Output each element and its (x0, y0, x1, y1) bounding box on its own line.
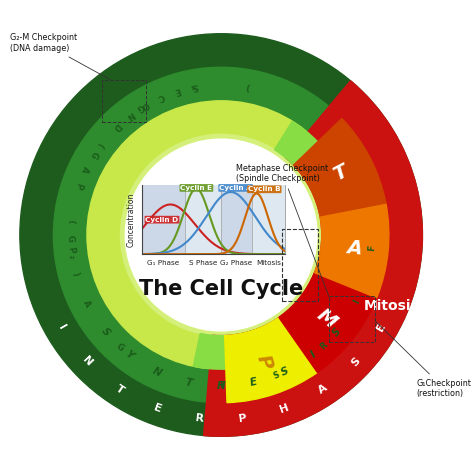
Circle shape (87, 101, 356, 369)
Text: F: F (367, 245, 376, 251)
Text: E: E (173, 86, 182, 95)
Wedge shape (293, 118, 386, 216)
Text: R: R (195, 413, 205, 424)
Text: G: G (66, 235, 75, 243)
Text: P: P (253, 352, 275, 372)
Text: G₁Checkpoint
(restriction): G₁Checkpoint (restriction) (375, 321, 472, 398)
FancyBboxPatch shape (142, 185, 285, 254)
Text: T: T (219, 382, 225, 391)
Text: P: P (238, 413, 247, 423)
Text: H: H (278, 402, 290, 415)
Wedge shape (279, 273, 377, 372)
Text: T: T (330, 162, 350, 185)
Circle shape (125, 139, 317, 331)
Circle shape (54, 67, 389, 403)
Text: R: R (318, 340, 329, 352)
Text: Cyclin D: Cyclin D (146, 217, 179, 223)
Text: Mitosis: Mitosis (364, 298, 419, 313)
Text: Metaphase Checkpoint
(Spindle Checkpoint): Metaphase Checkpoint (Spindle Checkpoint… (237, 164, 329, 297)
Bar (252, 185, 285, 254)
Wedge shape (274, 121, 318, 165)
Text: T: T (184, 377, 193, 388)
Text: A: A (316, 383, 329, 396)
Text: ): ) (245, 82, 250, 91)
Text: I: I (56, 323, 67, 331)
Text: Mitosis: Mitosis (256, 259, 282, 266)
Text: S: S (272, 370, 281, 381)
Text: P: P (66, 247, 76, 254)
Bar (185, 185, 221, 254)
Text: G: G (115, 342, 126, 353)
Text: ₁: ₁ (189, 82, 195, 92)
Text: G₁ Phase: G₁ Phase (147, 259, 179, 266)
Text: The Cell Cycle: The Cell Cycle (139, 279, 303, 298)
Wedge shape (204, 81, 422, 436)
Text: I: I (309, 350, 318, 360)
Text: G₂ Phase: G₂ Phase (220, 259, 253, 266)
Text: A: A (81, 298, 92, 308)
Text: S: S (349, 355, 362, 368)
Text: Cyclin A: Cyclin A (219, 185, 252, 191)
Text: Cyclin B: Cyclin B (248, 186, 281, 192)
Text: E: E (249, 377, 258, 388)
Text: S: S (280, 366, 291, 378)
Text: ₂: ₂ (67, 254, 76, 259)
Text: N: N (151, 366, 164, 378)
Text: P: P (73, 182, 83, 190)
Text: (: ( (66, 219, 75, 223)
Wedge shape (314, 203, 389, 298)
Text: G: G (135, 102, 146, 113)
Text: G: G (88, 149, 100, 159)
Text: D: D (111, 121, 122, 132)
Text: N: N (80, 355, 94, 368)
Bar (221, 185, 252, 254)
Text: S: S (330, 326, 343, 338)
Text: Cyclin E: Cyclin E (181, 185, 212, 191)
Text: O: O (139, 99, 150, 110)
Text: S: S (191, 81, 199, 91)
Circle shape (20, 34, 422, 436)
Text: ): ) (71, 271, 80, 277)
Text: E: E (153, 402, 164, 415)
Text: (: ( (95, 141, 105, 149)
Wedge shape (193, 333, 226, 369)
Text: C: C (156, 91, 165, 102)
Text: G₂-M Checkpoint
(DNA damage): G₂-M Checkpoint (DNA damage) (10, 33, 111, 80)
Text: E: E (375, 321, 387, 333)
Text: M: M (313, 305, 340, 332)
Text: H: H (217, 381, 226, 391)
Bar (142, 185, 185, 254)
Wedge shape (225, 317, 318, 403)
Text: A: A (346, 238, 363, 258)
Text: I: I (352, 298, 361, 305)
Text: S: S (99, 326, 112, 338)
Text: N: N (125, 109, 136, 120)
Text: T: T (114, 383, 126, 395)
Text: S Phase: S Phase (189, 259, 217, 266)
Text: Concentration: Concentration (127, 193, 136, 247)
Text: Y: Y (123, 349, 135, 361)
Circle shape (120, 134, 322, 336)
Text: A: A (80, 164, 91, 174)
